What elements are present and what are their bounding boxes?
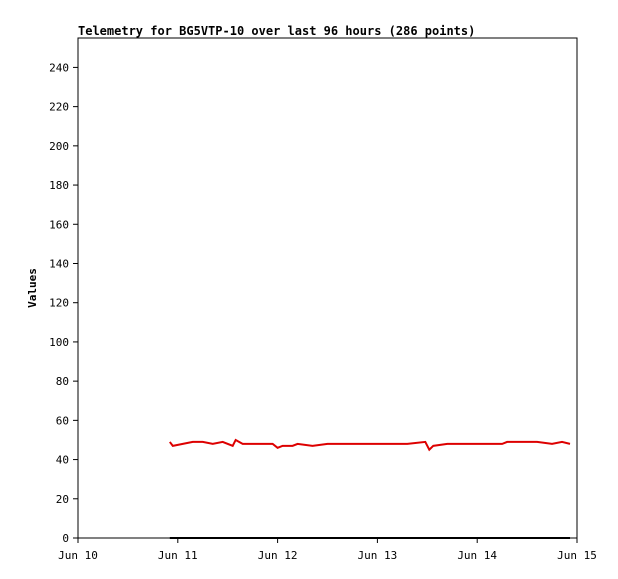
y-tick-label: 200 (49, 140, 69, 153)
y-tick-label: 180 (49, 179, 69, 192)
y-tick-label: 0 (62, 532, 69, 545)
x-tick-label: Jun 13 (358, 549, 398, 562)
y-tick-label: 80 (56, 375, 69, 388)
y-tick-label: 100 (49, 336, 69, 349)
x-tick-label: Jun 15 (557, 549, 597, 562)
y-tick-label: 60 (56, 414, 69, 427)
y-axis-label: Values (26, 268, 39, 308)
y-tick-label: 220 (49, 101, 69, 114)
x-tick-label: Jun 14 (457, 549, 497, 562)
y-tick-label: 240 (49, 61, 69, 74)
x-tick-label: Jun 11 (158, 549, 198, 562)
x-tick-label: Jun 10 (58, 549, 98, 562)
series-line (169, 438, 571, 452)
plot-frame (77, 37, 578, 539)
x-tick-label: Jun 12 (258, 549, 298, 562)
chart-title: Telemetry for BG5VTP-10 over last 96 hou… (78, 24, 475, 38)
y-tick-label: 40 (56, 454, 69, 467)
y-tick-label: 140 (49, 257, 69, 270)
y-tick-label: 20 (56, 493, 69, 506)
y-tick-label: 160 (49, 218, 69, 231)
y-tick-label: 120 (49, 297, 69, 310)
